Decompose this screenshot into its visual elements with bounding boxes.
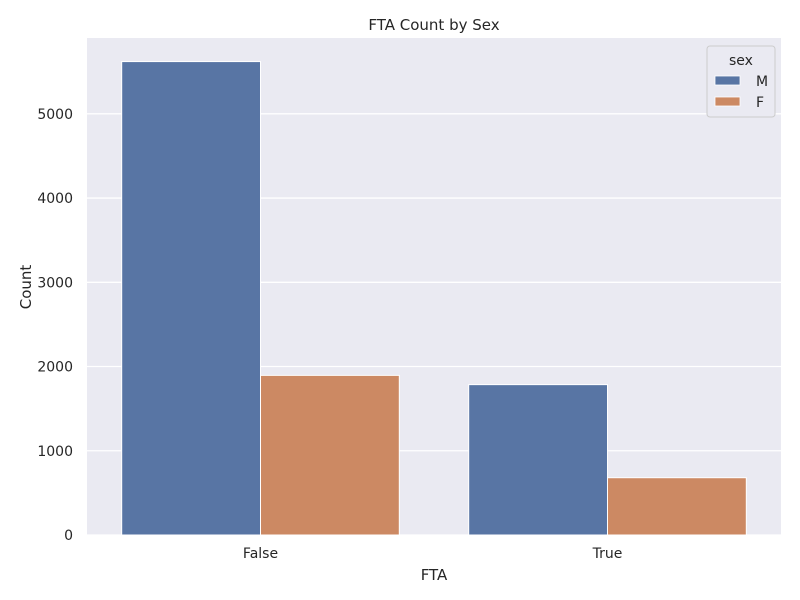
y-tick-label: 0 — [64, 528, 73, 544]
y-tick-label: 1000 — [37, 444, 73, 460]
bar-f-false — [260, 374, 400, 536]
y-tick-label: 5000 — [37, 107, 73, 123]
x-axis-label: FTA — [421, 566, 448, 584]
legend-title: sex — [729, 53, 753, 69]
legend-swatch-f — [714, 96, 741, 107]
y-tick-label: 4000 — [37, 191, 73, 207]
bar-f-true — [607, 477, 747, 536]
legend: sex MF — [706, 45, 776, 118]
y-tick-label: 2000 — [37, 360, 73, 376]
bars — [121, 61, 747, 536]
legend-swatch-m — [714, 75, 741, 86]
legend-label-m: M — [756, 74, 768, 90]
legend-label-f: F — [756, 95, 764, 111]
chart-title: FTA Count by Sex — [368, 16, 499, 34]
x-axis-ticks: False True — [243, 546, 622, 562]
y-axis-label: Count — [17, 265, 35, 310]
y-axis-ticks: 0 1000 2000 3000 4000 5000 — [37, 107, 73, 544]
x-tick-label: False — [243, 546, 278, 562]
x-tick-label: True — [592, 546, 623, 562]
y-tick-label: 3000 — [37, 275, 73, 291]
bar-m-true — [468, 384, 609, 536]
bar-m-false — [121, 61, 261, 536]
